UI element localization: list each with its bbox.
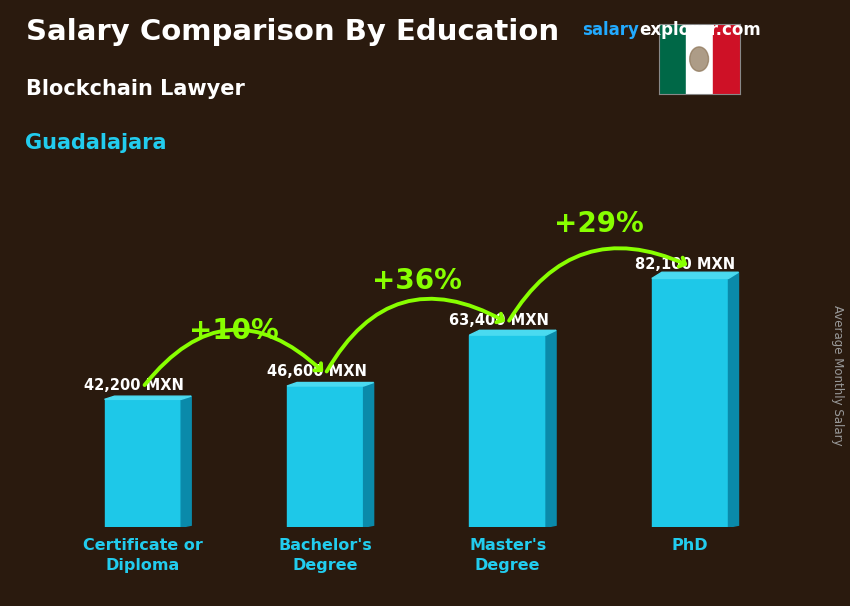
Polygon shape xyxy=(364,382,374,527)
Polygon shape xyxy=(469,335,546,527)
Text: salary: salary xyxy=(582,21,639,39)
Polygon shape xyxy=(105,399,181,527)
Text: Average Monthly Salary: Average Monthly Salary xyxy=(830,305,844,446)
Text: Salary Comparison By Education: Salary Comparison By Education xyxy=(26,18,558,46)
Text: explorer.com: explorer.com xyxy=(639,21,761,39)
Polygon shape xyxy=(181,396,191,527)
Polygon shape xyxy=(652,279,728,527)
Text: Guadalajara: Guadalajara xyxy=(26,133,167,153)
Text: Blockchain Lawyer: Blockchain Lawyer xyxy=(26,79,245,99)
Text: 46,600 MXN: 46,600 MXN xyxy=(267,364,367,379)
Polygon shape xyxy=(652,272,739,279)
Text: +36%: +36% xyxy=(371,267,462,295)
Text: +10%: +10% xyxy=(190,318,279,345)
Bar xyxy=(686,24,712,94)
Polygon shape xyxy=(728,272,739,527)
Polygon shape xyxy=(546,330,556,527)
Text: 82,100 MXN: 82,100 MXN xyxy=(636,257,735,271)
Text: +29%: +29% xyxy=(554,210,643,238)
Polygon shape xyxy=(287,386,364,527)
Circle shape xyxy=(689,47,709,72)
Polygon shape xyxy=(287,382,374,386)
Polygon shape xyxy=(469,330,556,335)
Bar xyxy=(659,24,686,94)
Text: 63,400 MXN: 63,400 MXN xyxy=(450,313,549,328)
Bar xyxy=(712,24,740,94)
Polygon shape xyxy=(105,396,191,399)
Text: 42,200 MXN: 42,200 MXN xyxy=(84,378,184,393)
